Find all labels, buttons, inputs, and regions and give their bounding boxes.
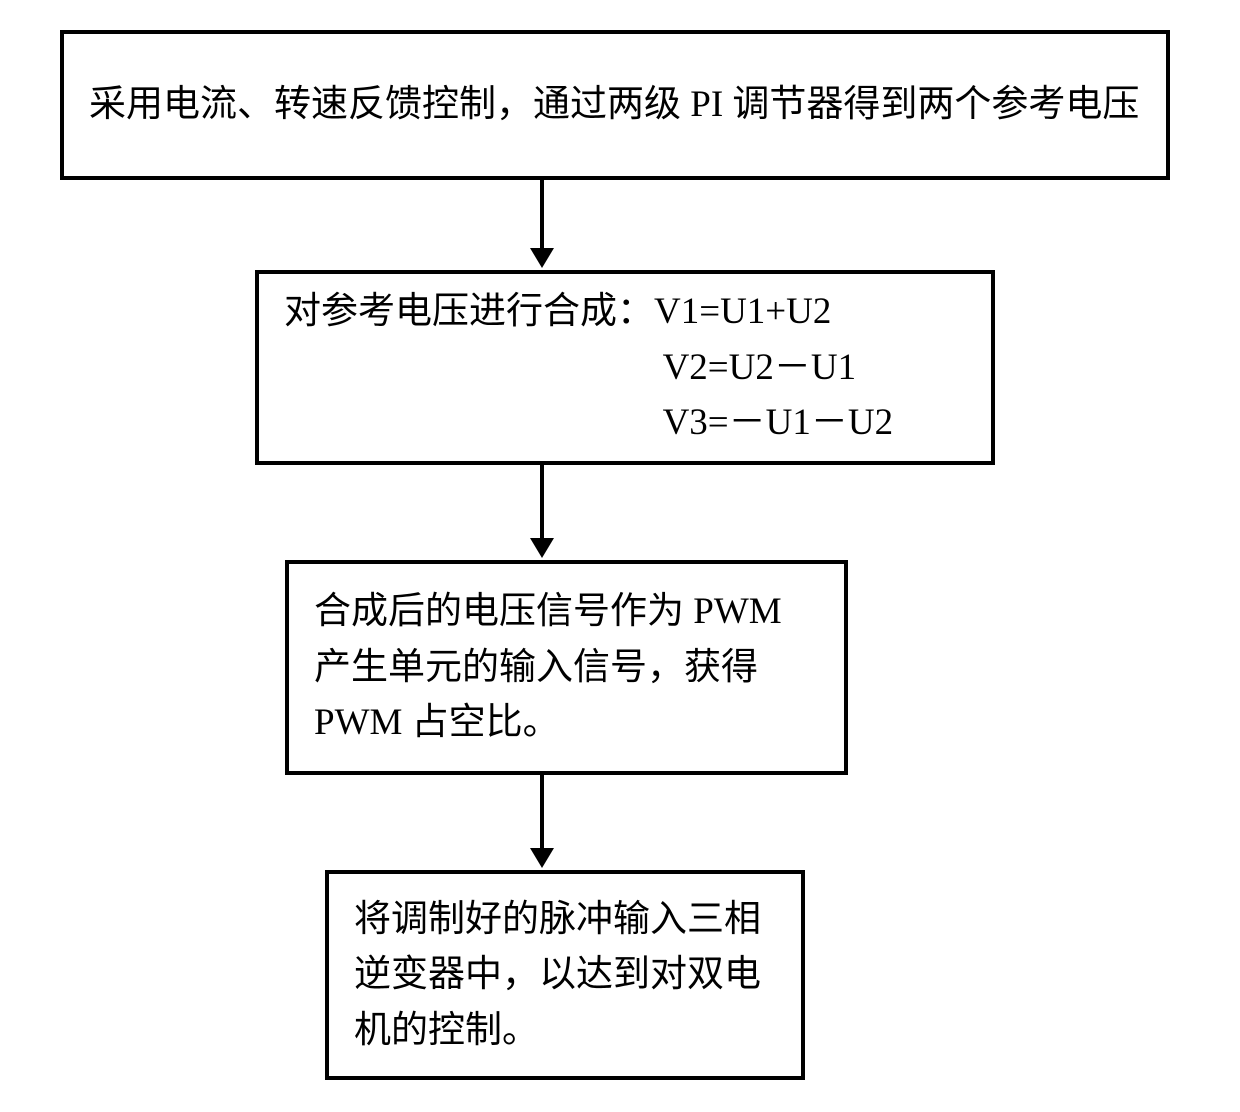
node-2-line-1: 对参考电压进行合成：V1=U1+U2 [284, 284, 966, 340]
arrow-1-line [540, 180, 544, 250]
arrow-3-head [530, 848, 554, 868]
flowchart-node-3: 合成后的电压信号作为 PWM 产生单元的输入信号，获得PWM 占空比。 [285, 560, 848, 775]
node-2-line-2: V2=U2－U1 [284, 340, 966, 396]
node-1-text: 采用电流、转速反馈控制，通过两级 PI 调节器得到两个参考电压 [89, 77, 1141, 133]
flowchart-node-1: 采用电流、转速反馈控制，通过两级 PI 调节器得到两个参考电压 [60, 30, 1170, 180]
flowchart-node-2: 对参考电压进行合成：V1=U1+U2 V2=U2－U1 V3=－U1－U2 [255, 270, 995, 465]
node-3-text: 合成后的电压信号作为 PWM 产生单元的输入信号，获得PWM 占空比。 [314, 584, 819, 751]
node-4-text: 将调制好的脉冲输入三相逆变器中，以达到对双电机的控制。 [354, 892, 776, 1059]
flowchart-node-4: 将调制好的脉冲输入三相逆变器中，以达到对双电机的控制。 [325, 870, 805, 1080]
arrow-2-head [530, 538, 554, 558]
node-2-line-3: V3=－U1－U2 [284, 395, 966, 451]
arrow-1-head [530, 248, 554, 268]
arrow-2-line [540, 465, 544, 540]
arrow-3-line [540, 775, 544, 850]
